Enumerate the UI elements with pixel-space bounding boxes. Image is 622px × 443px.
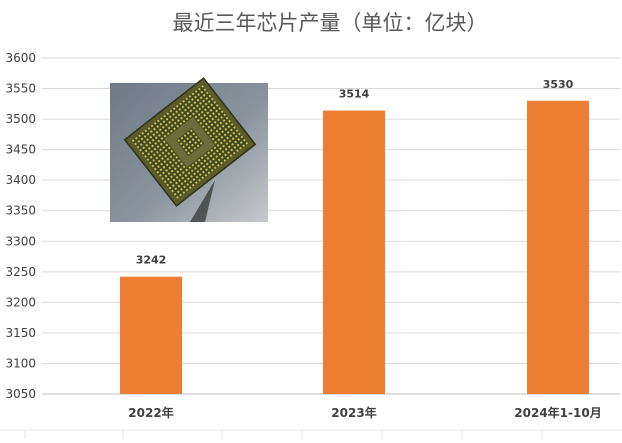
y-tick-label: 3150 [5, 326, 36, 340]
y-axis: 3050 3100 3150 3200 3250 3300 3350 3400 3450 3500… [5, 51, 36, 401]
bar [527, 100, 589, 394]
bar [323, 110, 385, 395]
x-axis: 2022年 2023年 2024年1-10月 [128, 405, 601, 420]
y-tick-label: 3550 [5, 82, 36, 96]
y-tick-label: 3050 [5, 387, 36, 401]
data-label: 3242 [136, 254, 167, 267]
y-tick-label: 3450 [5, 143, 36, 157]
y-tick-label: 3200 [5, 295, 36, 309]
y-tick-label: 3600 [5, 51, 36, 65]
bars [120, 100, 589, 395]
bottom-strip [0, 429, 622, 439]
chart-title: 最近三年芯片产量（单位：亿块） [173, 11, 488, 35]
bar [120, 276, 182, 394]
y-tick-label: 3400 [5, 173, 36, 187]
x-tick-label: 2023年 [331, 405, 376, 420]
y-tick-label: 3350 [5, 204, 36, 218]
y-tick-label: 3300 [5, 234, 36, 248]
x-tick-label: 2022年 [128, 405, 173, 420]
cpu-chip-photo [110, 77, 268, 222]
x-tick-label: 2024年1-10月 [514, 405, 601, 420]
data-label: 3514 [339, 88, 370, 101]
data-label: 3530 [543, 78, 574, 91]
data-labels: 3242 3514 3530 [136, 78, 574, 267]
y-tick-label: 3250 [5, 265, 36, 279]
y-tick-label: 3100 [5, 356, 36, 370]
y-tick-label: 3500 [5, 112, 36, 126]
